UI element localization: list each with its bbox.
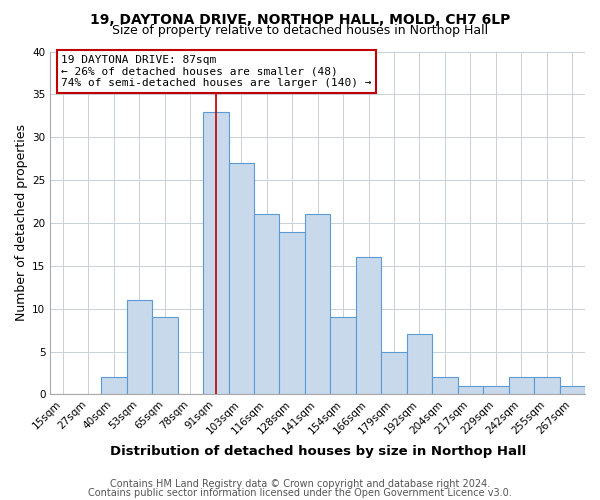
Text: Size of property relative to detached houses in Northop Hall: Size of property relative to detached ho… <box>112 24 488 37</box>
Text: Contains public sector information licensed under the Open Government Licence v3: Contains public sector information licen… <box>88 488 512 498</box>
Bar <box>509 378 534 394</box>
Bar <box>458 386 483 394</box>
Bar <box>203 112 229 395</box>
Bar <box>534 378 560 394</box>
Bar <box>254 214 280 394</box>
Bar <box>229 163 254 394</box>
Bar <box>127 300 152 394</box>
Y-axis label: Number of detached properties: Number of detached properties <box>15 124 28 322</box>
Bar <box>356 258 381 394</box>
Bar <box>305 214 331 394</box>
Text: Contains HM Land Registry data © Crown copyright and database right 2024.: Contains HM Land Registry data © Crown c… <box>110 479 490 489</box>
Bar <box>101 378 127 394</box>
Bar <box>432 378 458 394</box>
X-axis label: Distribution of detached houses by size in Northop Hall: Distribution of detached houses by size … <box>110 444 526 458</box>
Bar <box>483 386 509 394</box>
Bar <box>560 386 585 394</box>
Bar <box>407 334 432 394</box>
Bar <box>331 318 356 394</box>
Bar <box>381 352 407 395</box>
Text: 19 DAYTONA DRIVE: 87sqm
← 26% of detached houses are smaller (48)
74% of semi-de: 19 DAYTONA DRIVE: 87sqm ← 26% of detache… <box>61 55 371 88</box>
Bar <box>152 318 178 394</box>
Text: 19, DAYTONA DRIVE, NORTHOP HALL, MOLD, CH7 6LP: 19, DAYTONA DRIVE, NORTHOP HALL, MOLD, C… <box>90 12 510 26</box>
Bar <box>280 232 305 394</box>
